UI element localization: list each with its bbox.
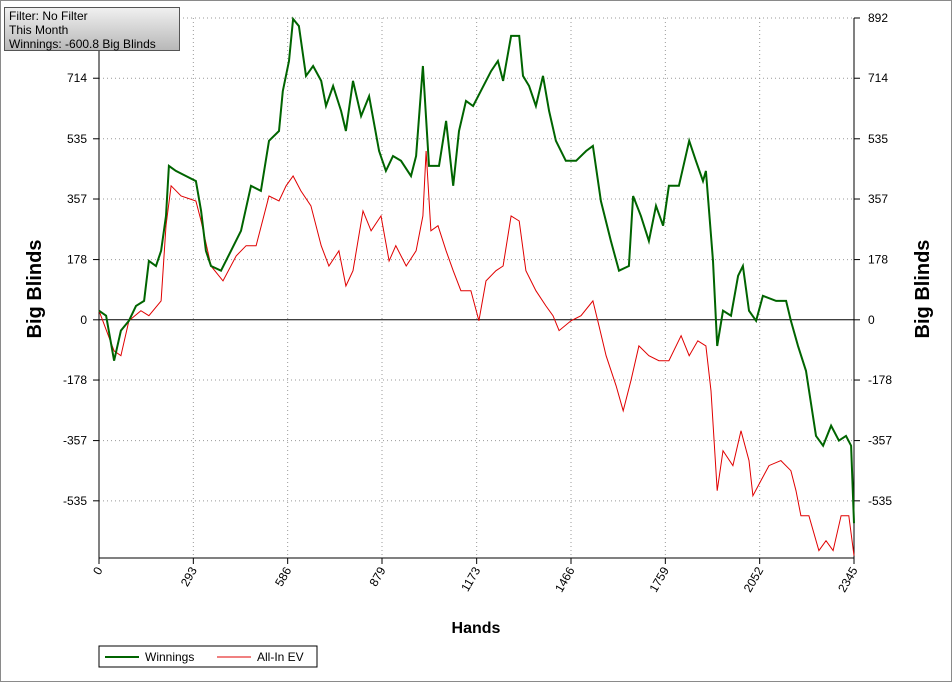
- x-tick-label: 293: [178, 564, 200, 589]
- info-box: Filter: No Filter This Month Winnings: -…: [4, 7, 180, 51]
- x-tick-label: 1759: [646, 564, 672, 594]
- x-tick-label: 586: [272, 564, 294, 589]
- series-line: [98, 150, 855, 556]
- info-line: Filter: No Filter: [9, 9, 88, 23]
- y-tick-label: -535: [63, 494, 87, 508]
- y-axis-title: Big Blinds: [24, 240, 46, 339]
- legend-label: Winnings: [145, 650, 194, 664]
- x-tick-label: 0: [90, 564, 106, 577]
- y-tick-label: 178: [67, 253, 87, 267]
- y-tick-label-right: -535: [868, 494, 892, 508]
- x-tick-label: 2345: [835, 564, 861, 594]
- y-tick-label: -178: [63, 373, 87, 387]
- y-tick-label: -357: [63, 434, 87, 448]
- y-tick-label-right: 357: [868, 192, 888, 206]
- y-tick-label-right: 892: [868, 11, 888, 25]
- y-tick-label-right: 714: [868, 71, 888, 85]
- x-tick-label: 1466: [552, 564, 578, 594]
- y-tick-label-right: 0: [868, 313, 875, 327]
- info-line: Winnings: -600.8 Big Blinds: [9, 37, 156, 51]
- y-tick-label-right: -357: [868, 434, 892, 448]
- y-tick-label: 357: [67, 192, 87, 206]
- info-line: This Month: [9, 23, 69, 37]
- legend-box: [98, 645, 318, 668]
- x-tick-label: 2052: [741, 564, 767, 594]
- x-axis-title: Hands: [452, 620, 501, 637]
- y-tick-label: 0: [80, 313, 87, 327]
- y-axis-title-right: Big Blinds: [912, 240, 934, 339]
- y-tick-label-right: 535: [868, 132, 888, 146]
- series-line: [98, 16, 855, 524]
- y-tick-label-right: -178: [868, 373, 892, 387]
- y-tick-label: 714: [67, 71, 87, 85]
- y-tick-label: 535: [67, 132, 87, 146]
- x-tick-label: 1173: [458, 564, 483, 594]
- y-tick-label-right: 178: [868, 253, 888, 267]
- x-tick-label: 879: [366, 564, 388, 589]
- legend-label: All-In EV: [257, 650, 304, 664]
